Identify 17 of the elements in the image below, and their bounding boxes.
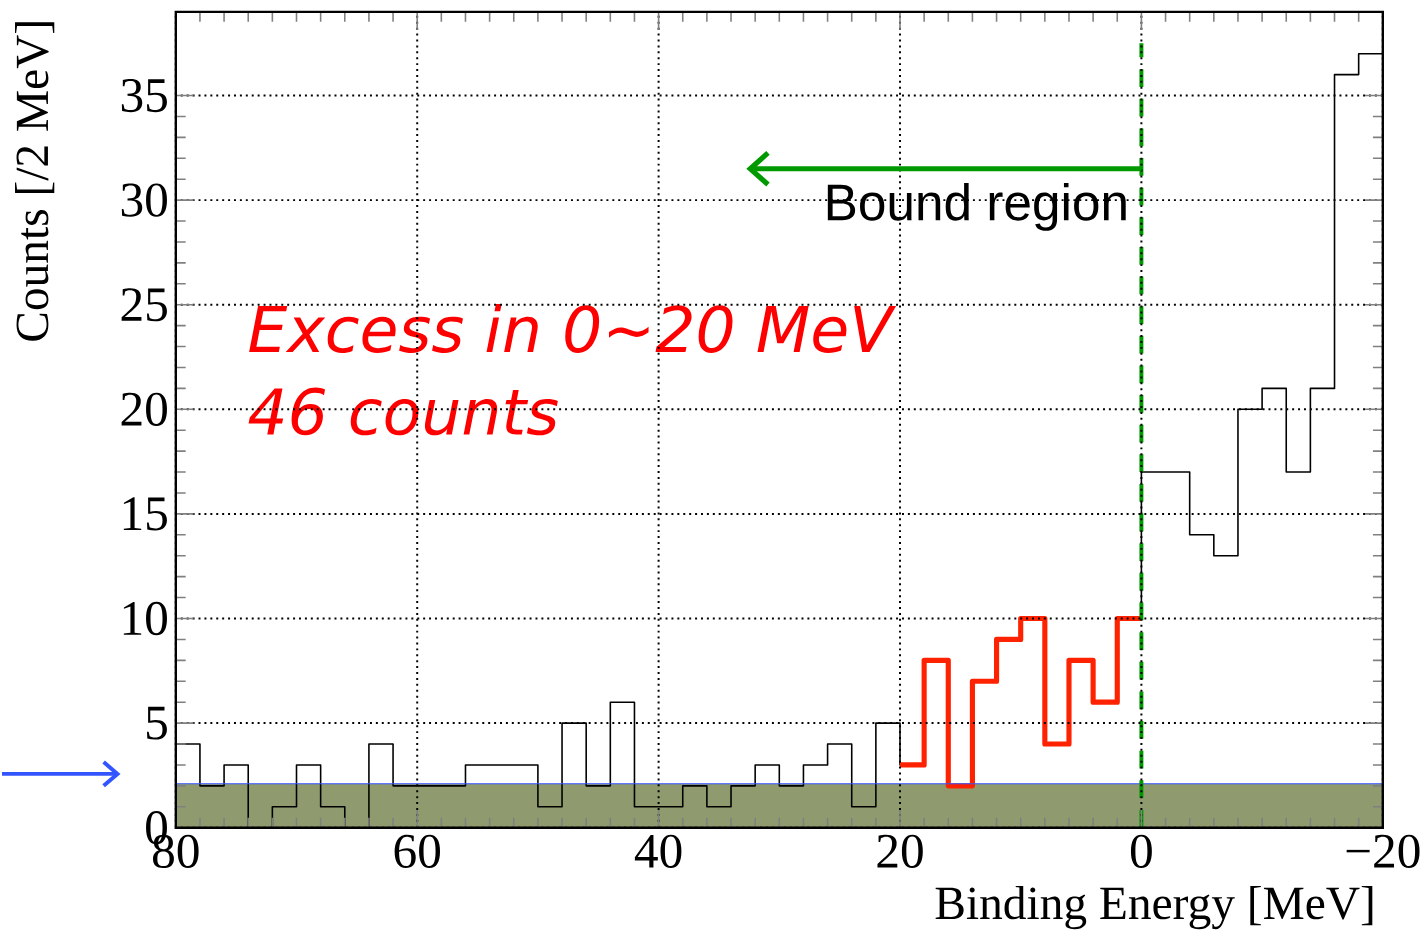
annotation: Excess in 0∼20 MeV [249,303,897,353]
x-axis-title: Binding Energy [MeV] [935,885,1373,929]
x-tick-label: 40 [634,834,682,868]
y-tick-label: 10 [123,601,167,636]
x-tick-label: 0 [1130,834,1152,868]
x-tick-label: 60 [394,834,441,868]
annotation: 46 counts [248,387,558,436]
x-tick-label: −20 [1346,834,1420,868]
y-tick-label: 25 [121,287,167,322]
y-tick-label: 5 [147,706,167,740]
y-axis-title: Counts [/2 MeV] [15,22,55,341]
annotation: Bound region [827,182,1126,231]
y-tick-label: 20 [121,392,167,426]
y-tick-label: 15 [123,497,167,531]
x-tick-label: 20 [877,834,923,868]
y-tick-label: 30 [121,183,167,217]
y-tick-label: 35 [121,78,167,112]
